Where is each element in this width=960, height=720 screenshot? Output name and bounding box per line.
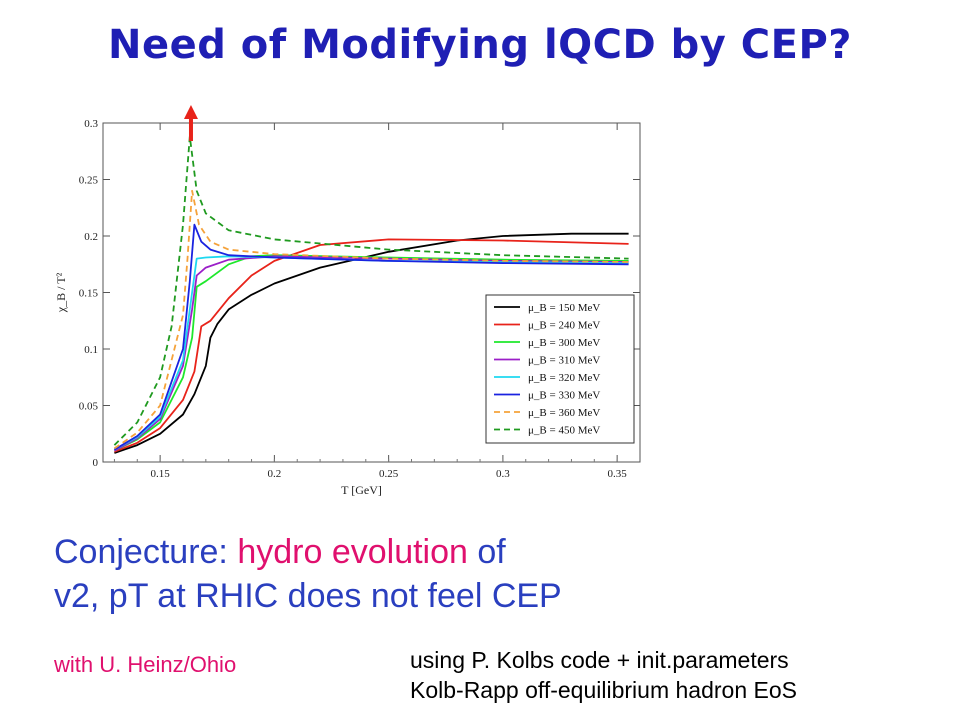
arrow-head: [183, 105, 198, 119]
method-note-line-1: using P. Kolbs code + init.parameters: [410, 647, 789, 673]
conjecture-text: Conjecture: hydro evolution of v2, pT at…: [54, 530, 562, 618]
series-line: [113, 223, 629, 451]
y-tick-label: 0.05: [79, 401, 99, 413]
x-tick-label: 0.35: [608, 468, 628, 480]
method-note-line-2: Kolb-Rapp off-equilibrium hadron EoS: [410, 677, 797, 703]
conjecture-prefix: Conjecture:: [54, 533, 238, 571]
y-tick-label: 0.2: [84, 231, 98, 243]
series-line: [113, 135, 629, 446]
series-line: [114, 238, 629, 453]
x-tick-label: 0.2: [268, 468, 282, 480]
y-tick-label: 0.3: [84, 118, 98, 130]
conjecture-highlight: hydro evolution: [237, 533, 468, 571]
series-line: [113, 189, 629, 450]
legend-label: μ_B = 330 MeV: [528, 390, 600, 402]
x-axis-label: T [GeV]: [341, 483, 382, 497]
slide-title: Need of Modifying lQCD by CEP?: [108, 22, 852, 68]
collaboration-note: with U. Heinz/Ohio: [54, 652, 237, 677]
y-axis-label: χ_B / T²: [54, 272, 68, 313]
x-tick-label: 0.25: [379, 468, 399, 480]
legend-label: μ_B = 150 MeV: [528, 302, 600, 314]
legend-label: μ_B = 300 MeV: [528, 337, 600, 349]
legend-box: [485, 294, 635, 444]
legend-label: μ_B = 450 MeV: [528, 425, 600, 437]
legend-label: μ_B = 240 MeV: [528, 320, 600, 332]
conjecture-line-2: v2, pT at RHIC does not feel CEP: [54, 577, 562, 615]
y-tick-label: 0.25: [79, 175, 99, 187]
legend-label: μ_B = 360 MeV: [528, 407, 600, 419]
x-tick-label: 0.3: [496, 468, 510, 480]
conjecture-line-1: Conjecture: hydro evolution of: [54, 530, 562, 574]
conjecture-suffix: of: [467, 533, 506, 571]
series-line: [114, 232, 629, 454]
x-tick-label: 0.15: [151, 468, 171, 480]
legend-label: μ_B = 310 MeV: [528, 355, 600, 367]
susceptibility-chart: 0.15 0.2 0.25 0.3 0.35 0 0.05 0.1 0.15 0.2 0.25 0.3…: [54, 105, 641, 497]
y-tick-label: 0.1: [84, 344, 98, 356]
y-tick-label: 0: [93, 457, 99, 469]
series-line: [114, 254, 629, 452]
legend-label: μ_B = 320 MeV: [528, 372, 600, 384]
method-note: using P. Kolbs code + init.parameters Ko…: [410, 645, 797, 705]
y-tick-label: 0.15: [79, 288, 99, 300]
